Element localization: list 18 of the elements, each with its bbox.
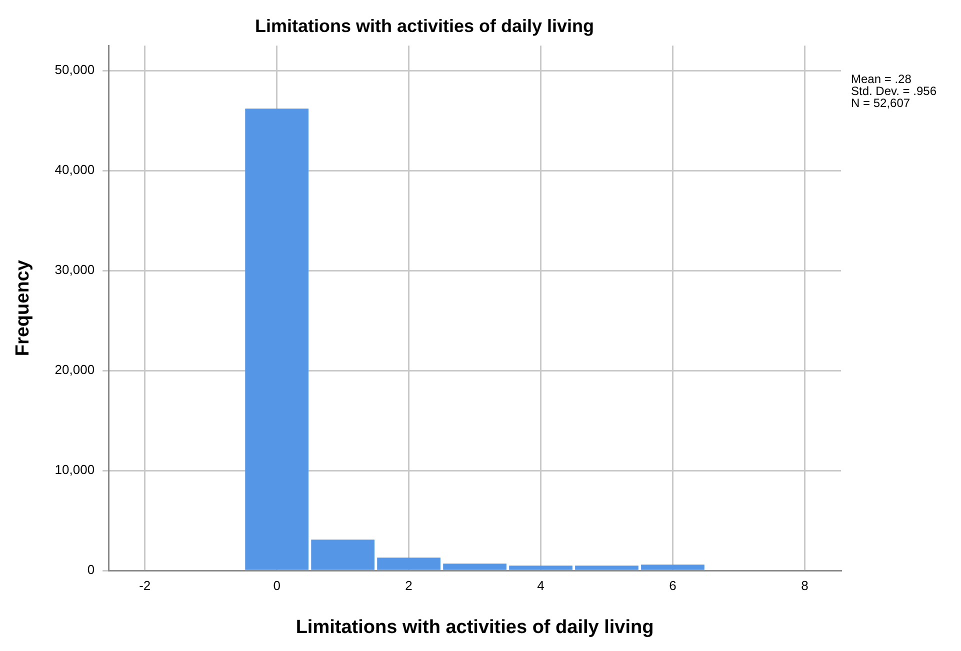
- y-tick-label: 0: [87, 562, 95, 578]
- x-tick-label: 4: [537, 578, 544, 593]
- x-tick-label: 0: [273, 578, 280, 593]
- text: Mean = .28: [851, 72, 912, 86]
- y-axis-title: Frequency: [12, 260, 34, 356]
- y-tick-label: 30,000: [54, 262, 95, 278]
- text: Std. Dev. = .956: [851, 84, 937, 98]
- x-tick-label: 2: [405, 578, 412, 593]
- text: N = 52,607: [851, 96, 910, 110]
- chart-title: Limitations with activities of daily living: [254, 16, 594, 36]
- y-tick-label: 20,000: [54, 362, 95, 378]
- x-tick-label: 8: [801, 578, 808, 593]
- x-axis-title: Limitations with activities of daily living: [296, 616, 654, 638]
- x-tick-label: -2: [139, 578, 151, 593]
- x-tick-label: 6: [669, 578, 676, 593]
- y-tick-label: 40,000: [54, 162, 95, 178]
- y-tick-label: 10,000: [54, 462, 95, 478]
- y-tick-label: 50,000: [54, 62, 95, 78]
